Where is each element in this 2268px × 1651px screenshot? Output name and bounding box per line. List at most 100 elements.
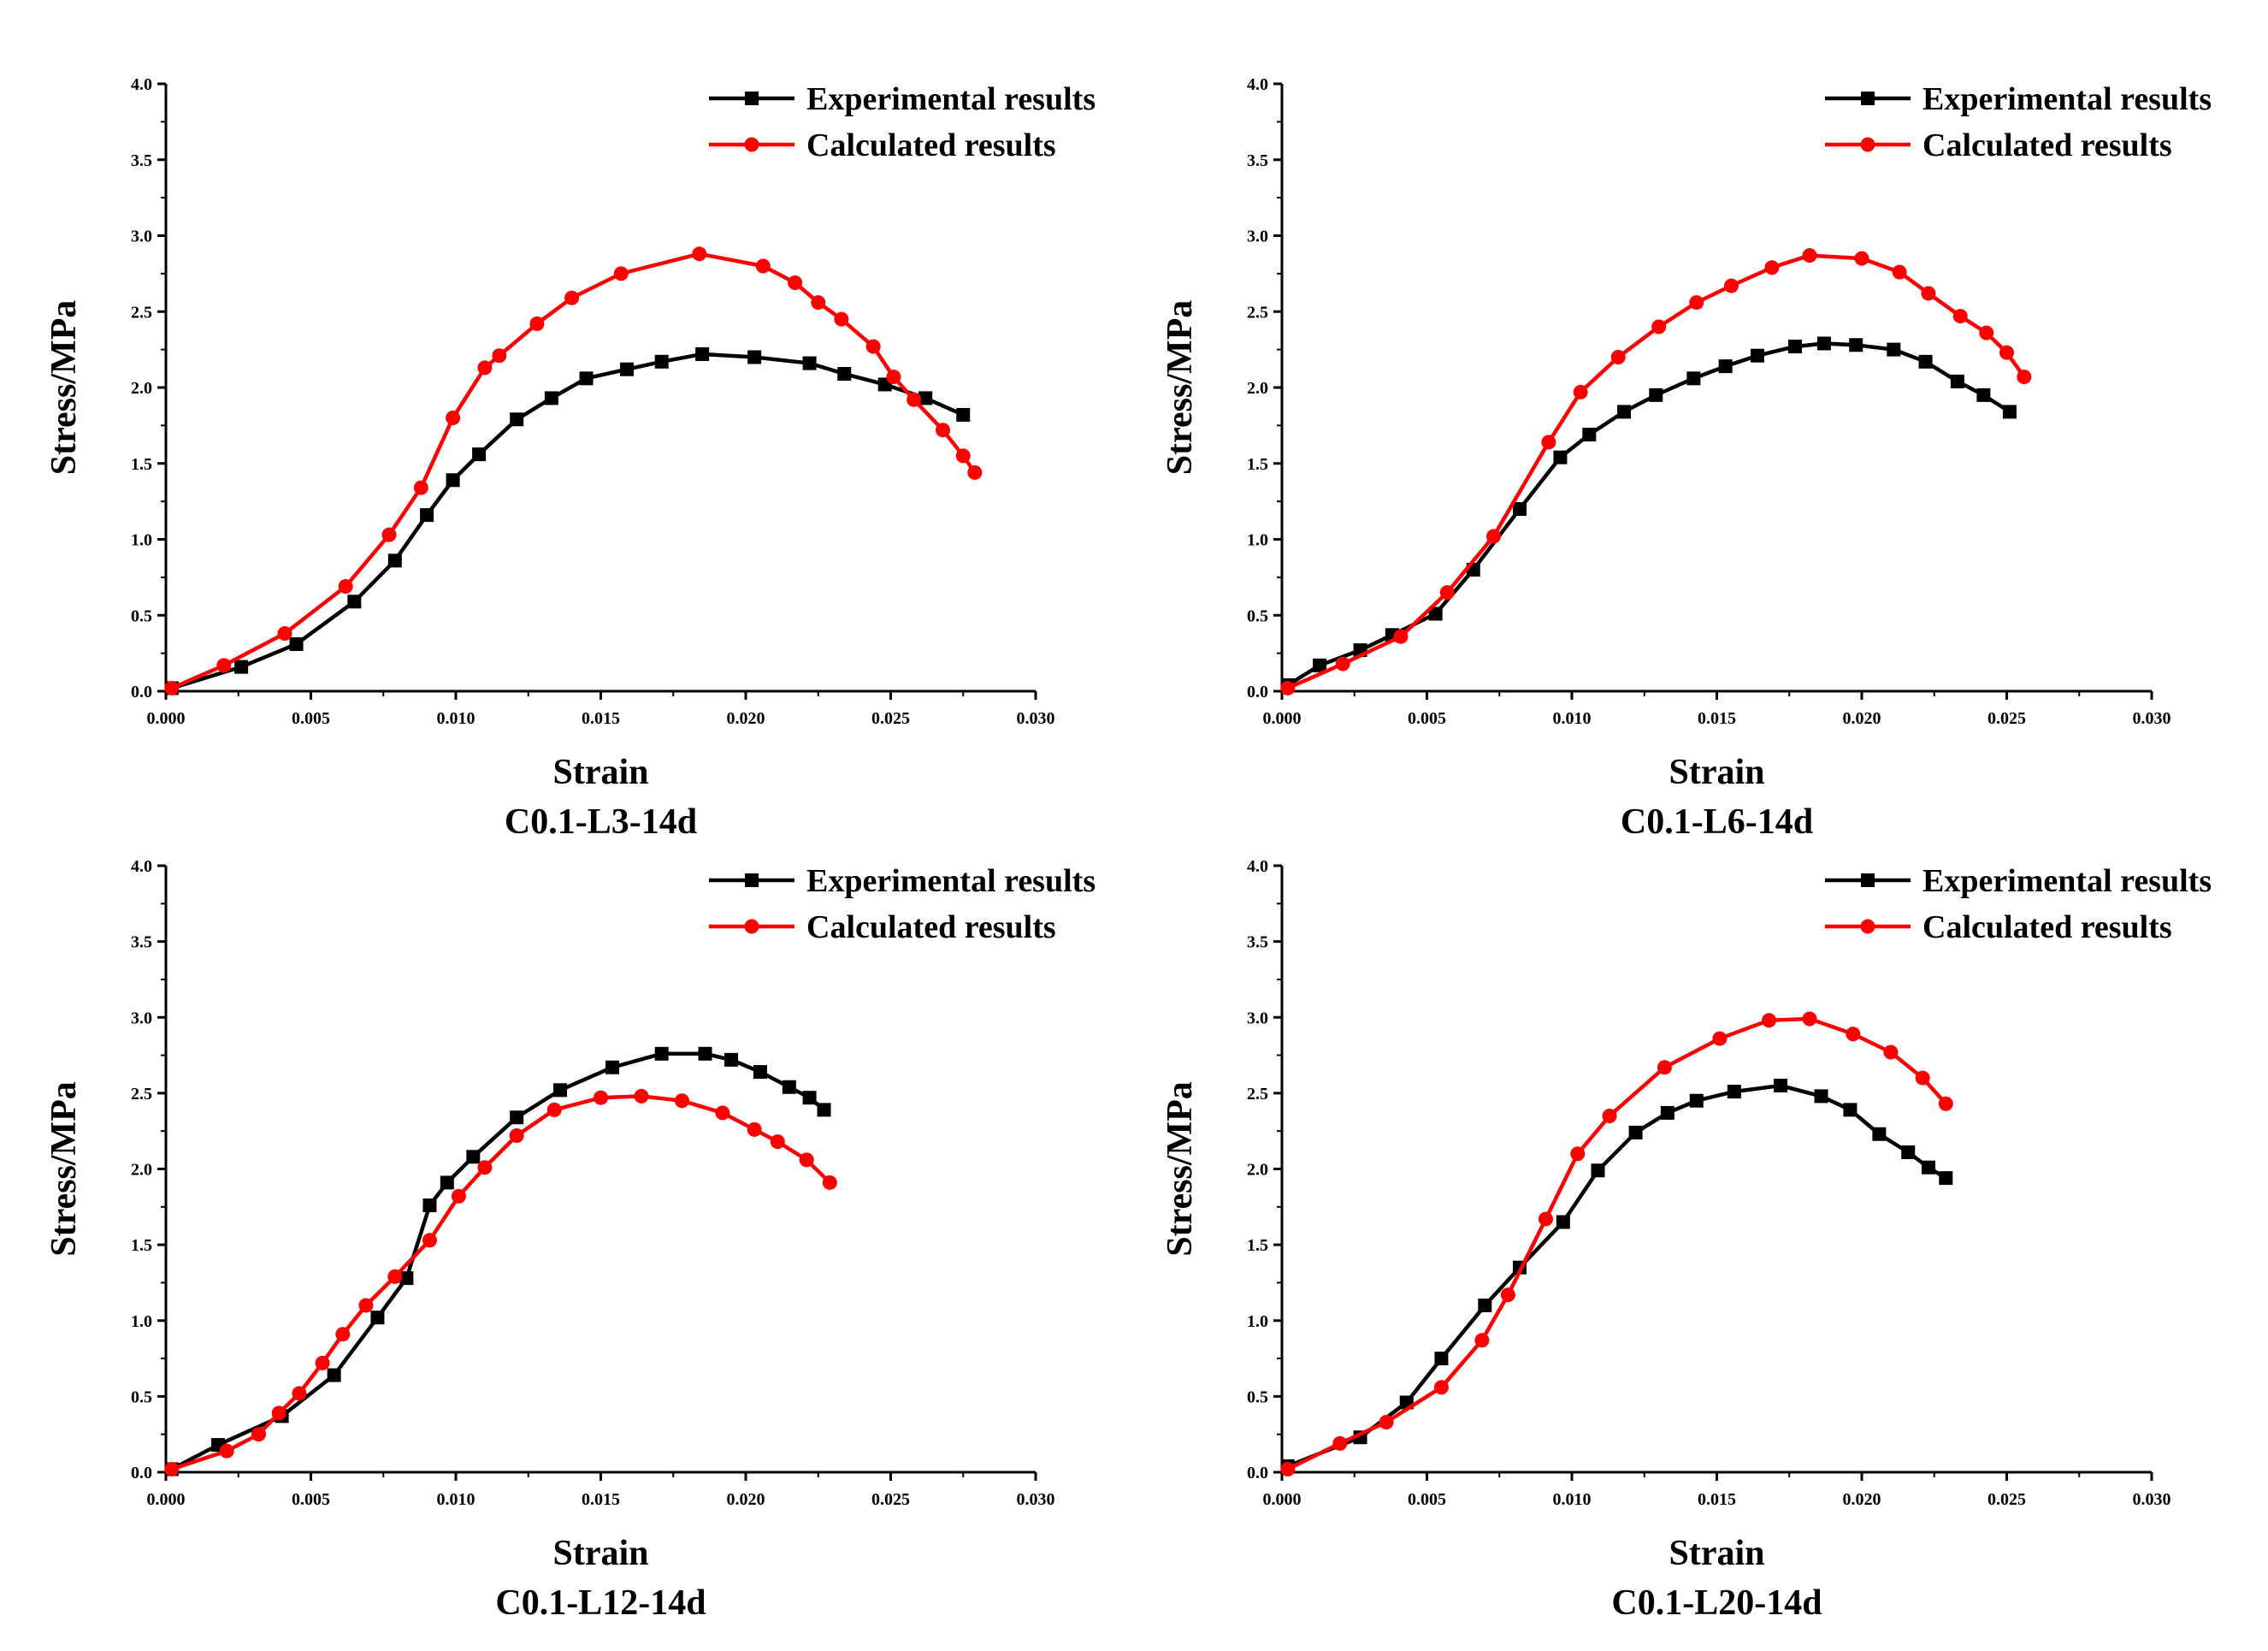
data-point	[477, 1160, 493, 1175]
data-point	[387, 553, 402, 568]
data-point	[654, 354, 669, 369]
x-tick-label: 0.010	[1553, 1490, 1592, 1509]
x-tick-label: 0.020	[727, 1490, 765, 1509]
data-point	[292, 1386, 307, 1401]
data-point	[1649, 388, 1663, 402]
data-point	[1727, 1085, 1741, 1099]
y-tick-label: 1.5	[1247, 1236, 1268, 1255]
x-tick-label: 0.030	[1017, 709, 1055, 728]
data-point	[289, 636, 304, 651]
data-point	[724, 1052, 739, 1067]
data-point	[446, 411, 461, 425]
y-tick-label: 4.0	[131, 75, 152, 94]
data-point	[1846, 1027, 1861, 1042]
y-tick-label: 1.5	[131, 1236, 152, 1255]
x-axis-label: Strain	[1669, 1534, 1764, 1573]
data-point	[2017, 370, 2032, 385]
series-line	[1286, 1083, 1947, 1469]
data-point	[799, 1152, 814, 1168]
data-point	[338, 579, 353, 595]
legend-entry-experimental: Experimental results	[1825, 863, 2212, 899]
series-line	[1286, 1016, 1947, 1471]
y-tick-label: 2.5	[131, 1085, 152, 1104]
data-point	[440, 1175, 454, 1190]
data-point	[477, 360, 493, 376]
data-point	[219, 1443, 234, 1459]
legend-entry-calculated: Calculated results	[709, 127, 1056, 163]
x-tick-label: 0.000	[1263, 1490, 1302, 1509]
x-tick-label: 0.025	[1987, 1490, 2026, 1509]
data-point	[327, 1368, 341, 1382]
legend-label: Calculated results	[1922, 127, 2172, 163]
y-axis-label: Stress/MPa	[44, 300, 84, 476]
x-axis-label: Strain	[552, 1534, 648, 1573]
y-tick-label: 2.0	[131, 1161, 152, 1180]
data-point	[747, 350, 762, 364]
x-tick-label: 0.000	[147, 1490, 186, 1509]
x-tick-label: 0.010	[1553, 709, 1592, 728]
data-point	[1750, 348, 1764, 363]
data-point	[1428, 607, 1443, 621]
data-point	[967, 465, 983, 480]
data-point	[817, 1103, 831, 1117]
x-tick-label: 0.010	[437, 709, 475, 728]
data-point	[1582, 428, 1597, 442]
y-tick-label: 3.5	[131, 933, 152, 952]
data-point	[1657, 1060, 1672, 1075]
data-point	[420, 508, 434, 523]
data-point	[234, 660, 249, 674]
data-point	[715, 1105, 730, 1121]
series-line	[170, 251, 977, 690]
chart-title: C0.1-L3-14d	[505, 802, 697, 842]
y-tick-label: 2.0	[1247, 1161, 1268, 1180]
data-point	[1843, 1103, 1858, 1117]
x-tick-label: 0.020	[1843, 1490, 1881, 1509]
legend-label: Experimental results	[1922, 81, 2212, 117]
data-point	[674, 1093, 689, 1109]
legend-marker	[745, 873, 759, 887]
data-point	[1660, 1105, 1674, 1120]
y-axis-label: Stress/MPa	[1161, 1081, 1200, 1257]
x-tick-label: 0.015	[582, 709, 620, 728]
data-point	[1478, 1299, 1492, 1313]
data-point	[466, 1150, 481, 1164]
y-tick-label: 1.5	[1247, 455, 1268, 474]
y-tick-label: 0.0	[1247, 1464, 1268, 1482]
data-point	[788, 275, 803, 291]
data-point	[1950, 374, 1964, 388]
x-tick-label: 0.025	[871, 1490, 910, 1509]
data-point	[315, 1355, 330, 1370]
data-point	[1474, 1333, 1490, 1348]
y-tick-label: 1.0	[1247, 1312, 1268, 1331]
y-tick-label: 4.0	[1247, 75, 1268, 94]
data-point	[753, 1065, 767, 1080]
y-tick-label: 0.0	[131, 683, 152, 701]
data-point	[1538, 1211, 1553, 1227]
data-point	[1952, 309, 1968, 324]
data-point	[1689, 295, 1704, 311]
data-point	[387, 1269, 403, 1284]
y-tick-label: 0.0	[131, 1464, 152, 1482]
data-point	[1814, 1089, 1828, 1104]
data-point	[1617, 405, 1632, 419]
data-point	[216, 658, 232, 673]
y-tick-label: 0.5	[1247, 607, 1268, 625]
x-tick-label: 0.005	[292, 709, 330, 728]
data-point	[1892, 264, 1907, 280]
series-calculated	[1280, 1011, 1953, 1476]
data-point	[1313, 658, 1327, 672]
legend-entry-experimental: Experimental results	[709, 863, 1096, 899]
data-point	[837, 367, 852, 382]
y-tick-label: 1.0	[131, 1312, 152, 1331]
data-point	[1901, 1145, 1916, 1160]
data-point	[1628, 1125, 1643, 1139]
data-point	[594, 1090, 608, 1105]
data-point	[1849, 338, 1863, 352]
y-tick-label: 2.5	[1247, 1085, 1268, 1104]
y-tick-label: 2.5	[131, 303, 152, 322]
legend-entry-experimental: Experimental results	[1825, 81, 2212, 117]
data-point	[782, 1080, 796, 1094]
data-point	[1788, 340, 1803, 354]
y-tick-label: 1.0	[1247, 531, 1268, 550]
y-tick-label: 3.0	[1247, 228, 1268, 246]
